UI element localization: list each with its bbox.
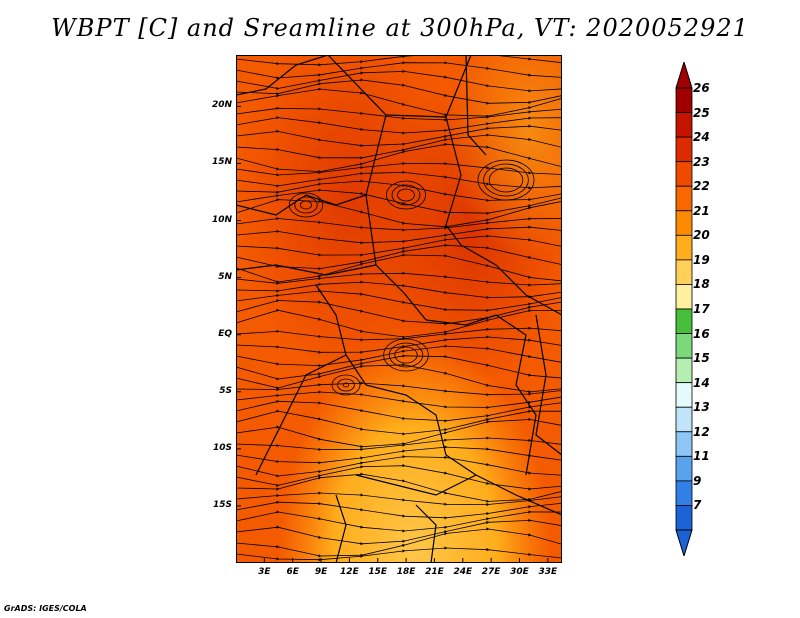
colorbar-label: 7 bbox=[693, 498, 702, 513]
eddy bbox=[342, 382, 350, 388]
lat-tick-label: EQ bbox=[218, 328, 232, 339]
lat-tick-label: 15S bbox=[212, 499, 232, 510]
border-line bbox=[315, 284, 367, 386]
border-line bbox=[236, 194, 367, 216]
colorbar-label: 12 bbox=[693, 424, 710, 439]
colorbar-segment bbox=[675, 480, 693, 506]
streamlines bbox=[236, 55, 562, 562]
border-line bbox=[255, 354, 347, 476]
colorbar-segment bbox=[675, 406, 693, 433]
lon-tick-label: 12E bbox=[340, 567, 359, 577]
eddy bbox=[337, 378, 355, 392]
colorbar-label: 13 bbox=[693, 400, 710, 415]
colorbar-label: 25 bbox=[693, 105, 710, 120]
chart-title: WBPT [C] and Sreamline at 300hPa, VT: 20… bbox=[51, 14, 749, 42]
colorbar-label: 17 bbox=[693, 302, 710, 316]
colorbar-segment bbox=[675, 284, 693, 310]
colorbar-segment bbox=[675, 112, 693, 138]
eddy bbox=[391, 184, 421, 206]
colorbar-label: 22 bbox=[693, 179, 710, 194]
colorbar-top-arrow bbox=[675, 62, 693, 89]
colorbar-segment bbox=[675, 382, 693, 408]
colorbar-label: 24 bbox=[693, 130, 710, 145]
streamline bbox=[236, 546, 562, 562]
border-line bbox=[355, 474, 562, 516]
border-line bbox=[335, 494, 347, 563]
colorbar-segment bbox=[675, 210, 693, 236]
borders bbox=[236, 55, 562, 563]
eddy bbox=[488, 167, 524, 193]
colorbar-segment bbox=[675, 185, 693, 212]
lat-tick-label: 10S bbox=[212, 442, 232, 453]
lon-tick-label: 33E bbox=[538, 567, 558, 577]
eddy bbox=[300, 200, 313, 210]
colorbar-segment bbox=[675, 308, 693, 334]
map-panel bbox=[236, 55, 562, 563]
eddy bbox=[331, 374, 361, 396]
colorbar-segment bbox=[675, 505, 693, 531]
colorbar-label: 15 bbox=[693, 351, 710, 366]
colorbar-label: 18 bbox=[693, 277, 710, 292]
eddy bbox=[394, 346, 418, 364]
colorbar-label: 20 bbox=[693, 228, 710, 243]
colorbar-segment bbox=[675, 161, 693, 187]
colorbar-segment bbox=[675, 136, 693, 163]
border-line bbox=[465, 55, 487, 156]
lon-tick-label: 15E bbox=[368, 567, 388, 577]
eddy bbox=[388, 342, 424, 368]
colorbar-label: 19 bbox=[693, 252, 710, 267]
border-line bbox=[445, 116, 462, 246]
eddy bbox=[385, 180, 426, 210]
lat-tick-label: 10N bbox=[211, 214, 232, 225]
border-line bbox=[365, 384, 477, 476]
lat-tick-label: 5S bbox=[219, 385, 232, 396]
colorbar-segment bbox=[675, 234, 693, 261]
border-line bbox=[327, 55, 472, 118]
lat-tick-label: 15N bbox=[211, 157, 232, 168]
map-svg bbox=[236, 55, 562, 563]
lon-tick-label: 3E bbox=[258, 567, 271, 577]
eddy bbox=[288, 192, 324, 218]
eddy bbox=[477, 159, 535, 201]
lon-tick-label: 30E bbox=[510, 567, 529, 577]
colorbar-segment bbox=[675, 333, 693, 359]
border-line bbox=[460, 244, 562, 316]
lat-tick-label: 5N bbox=[218, 271, 232, 282]
colorbar bbox=[675, 62, 693, 556]
colorbar-segment bbox=[675, 357, 693, 384]
eddy bbox=[397, 188, 415, 202]
lon-tick-label: 21E bbox=[425, 567, 444, 577]
border-line bbox=[535, 314, 562, 456]
lon-tick-label: 27E bbox=[481, 567, 501, 577]
colorbar-segment bbox=[675, 431, 693, 457]
colorbar-segment bbox=[675, 259, 693, 285]
colorbar-label: 14 bbox=[693, 375, 710, 390]
border-line bbox=[425, 314, 537, 476]
eddy bbox=[483, 163, 529, 197]
colorbar-segment bbox=[675, 87, 693, 113]
lon-tick-label: 6E bbox=[286, 567, 299, 577]
colorbar-label: 23 bbox=[693, 154, 710, 169]
colorbar-label: 16 bbox=[693, 326, 710, 341]
colorbar-label: 9 bbox=[693, 473, 702, 488]
colorbar-bottom-arrow bbox=[675, 529, 693, 556]
lon-tick-label: 24E bbox=[453, 567, 473, 577]
eddy bbox=[294, 196, 318, 214]
colorbar-label: 11 bbox=[693, 449, 710, 464]
lat-tick-label: 20N bbox=[211, 100, 232, 111]
grads-credit: GrADS: IGES/COLA bbox=[4, 604, 87, 613]
axis-ticks bbox=[236, 105, 549, 563]
eddy bbox=[383, 338, 429, 372]
colorbar-segment bbox=[675, 455, 693, 482]
border-line bbox=[236, 264, 377, 276]
map-frame bbox=[236, 55, 562, 563]
lon-tick-label: 18E bbox=[396, 567, 416, 577]
lon-tick-label: 9E bbox=[314, 567, 328, 577]
border-line bbox=[236, 55, 329, 96]
border-line bbox=[415, 504, 437, 563]
colorbar-label: 21 bbox=[693, 203, 710, 218]
colorbar-label: 26 bbox=[693, 81, 710, 95]
